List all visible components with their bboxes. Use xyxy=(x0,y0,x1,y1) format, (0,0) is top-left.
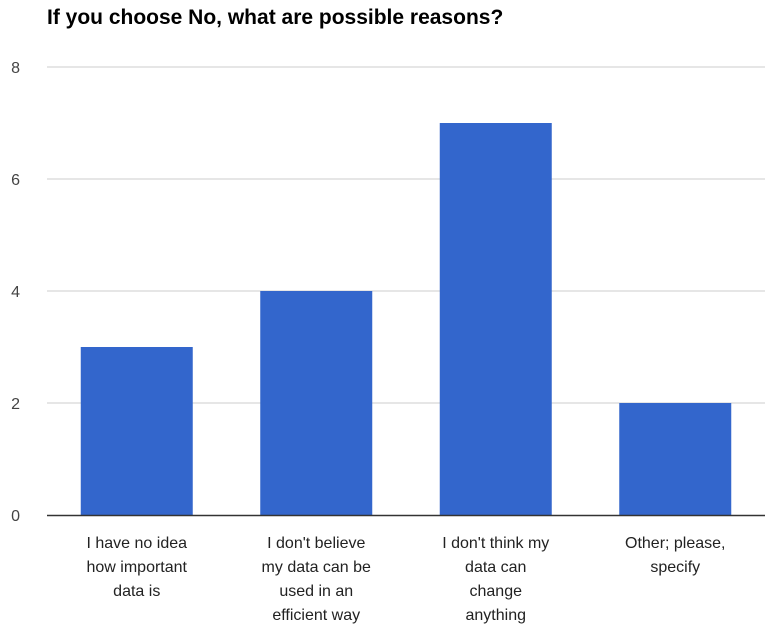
x-tick-label: efficient way xyxy=(272,607,360,624)
bar xyxy=(619,403,732,515)
x-tick-label: how important xyxy=(87,559,188,576)
x-tick-label: I don't believe xyxy=(267,535,365,552)
y-tick-label: 8 xyxy=(11,60,20,77)
bar xyxy=(260,291,373,515)
y-tick-label: 4 xyxy=(11,284,20,301)
bar xyxy=(80,347,193,515)
y-tick-label: 0 xyxy=(11,508,20,525)
bar xyxy=(439,123,552,515)
x-tick-label: specify xyxy=(650,559,700,576)
x-tick-label: I have no idea xyxy=(86,535,187,552)
x-tick-label: change xyxy=(470,583,523,600)
x-tick-label: data is xyxy=(113,583,160,600)
y-tick-label: 2 xyxy=(11,396,20,413)
x-tick-label: I don't think my xyxy=(442,535,549,552)
y-tick-label: 6 xyxy=(11,172,20,189)
x-tick-label: used in an xyxy=(279,583,353,600)
x-tick-label: my data can be xyxy=(262,559,372,576)
chart-title: If you choose No, what are possible reas… xyxy=(47,6,504,29)
x-tick-label: data can xyxy=(465,559,526,576)
x-tick-label: anything xyxy=(466,607,527,624)
x-tick-label: Other; please, xyxy=(625,535,726,552)
